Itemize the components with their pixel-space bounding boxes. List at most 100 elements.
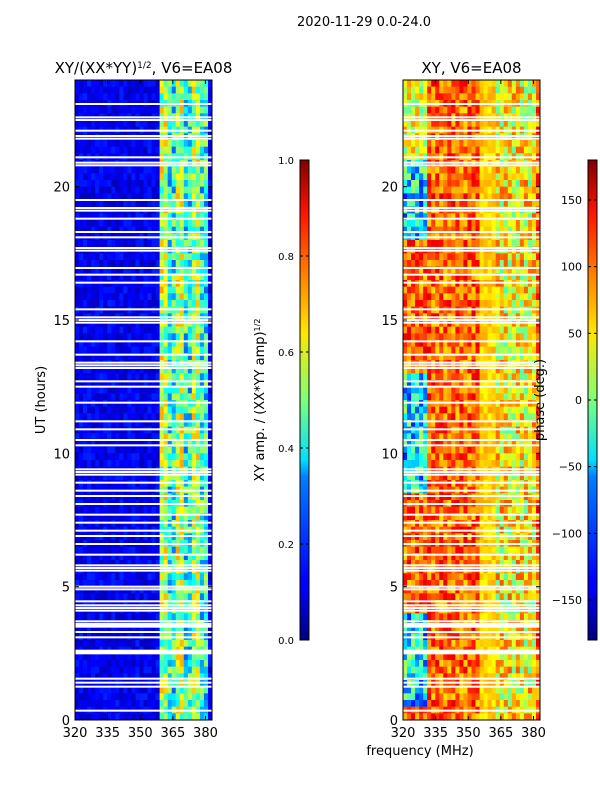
heatmap-cell	[103, 693, 108, 701]
heatmap-cell	[459, 380, 464, 388]
heatmap-cell	[99, 433, 104, 441]
heatmap-cell	[143, 220, 148, 228]
heatmap-cell	[155, 693, 161, 701]
heatmap-cell	[143, 413, 148, 421]
heatmap-cell	[99, 560, 104, 568]
heatmap-cell	[207, 226, 212, 234]
heatmap-cell	[207, 220, 212, 228]
heatmap-cell	[103, 513, 108, 521]
heatmap-cell	[115, 460, 120, 468]
heatmap-cell	[143, 373, 148, 381]
heatmap-cell	[199, 226, 205, 234]
heatmap-cell	[427, 186, 432, 194]
heatmap-cell	[163, 286, 169, 294]
heatmap-cell	[435, 193, 440, 201]
heatmap-cell	[207, 240, 212, 248]
heatmap-cell	[503, 340, 509, 348]
heatmap-cell	[119, 453, 124, 461]
heatmap-cell	[115, 213, 120, 221]
heatmap-cell	[75, 553, 80, 561]
heatmap-cell	[91, 460, 96, 468]
heatmap-cell	[407, 346, 412, 354]
heatmap-cell	[139, 613, 144, 621]
heatmap-cell	[87, 693, 92, 701]
heatmap-cell	[91, 300, 96, 308]
heatmap-cell	[107, 120, 112, 128]
heatmap-cell	[83, 600, 88, 608]
heatmap-cell	[511, 146, 517, 154]
heatmap-cell	[155, 166, 161, 174]
heatmap-cell	[203, 593, 209, 601]
heatmap-cell	[119, 326, 124, 334]
heatmap-cell	[403, 186, 408, 194]
heatmap-cell	[519, 253, 525, 261]
heatmap-cell	[103, 373, 108, 381]
heatmap-cell	[115, 513, 120, 521]
heatmap-cell	[91, 640, 96, 648]
heatmap-cell	[127, 413, 132, 421]
heatmap-cell	[155, 140, 161, 148]
heatmap-cell	[487, 80, 493, 88]
heatmap-cell	[431, 166, 436, 174]
heatmap-cell	[167, 240, 173, 248]
heatmap-cell	[411, 186, 416, 194]
heatmap-cell	[455, 333, 460, 341]
heatmap-cell	[467, 193, 472, 201]
heatmap-cell	[527, 226, 533, 234]
heatmap-cell	[87, 673, 92, 681]
heatmap-cell	[99, 393, 104, 401]
heatmap-cell	[187, 433, 193, 441]
heatmap-cell	[199, 420, 205, 428]
heatmap-cell	[435, 386, 440, 394]
heatmap-cell	[411, 106, 416, 114]
heatmap-cell	[419, 106, 424, 114]
heatmap-cell	[527, 340, 533, 348]
heatmap-cell	[95, 506, 100, 514]
heatmap-cell	[103, 433, 108, 441]
heatmap-cell	[195, 226, 201, 234]
heatmap-cell	[87, 186, 92, 194]
heatmap-cell	[187, 513, 193, 521]
heatmap-cell	[167, 253, 173, 261]
heatmap-cell	[411, 353, 416, 361]
heatmap-cell	[99, 506, 104, 514]
heatmap-cell	[139, 446, 144, 454]
heatmap-cell	[187, 580, 193, 588]
heatmap-cell	[471, 173, 476, 181]
heatmap-cell	[135, 340, 140, 348]
heatmap-cell	[203, 446, 209, 454]
heatmap-cell	[443, 346, 448, 354]
heatmap-cell	[523, 253, 529, 261]
heatmap-cell	[131, 666, 136, 674]
heatmap-cell	[487, 213, 493, 221]
heatmap-cell	[191, 673, 197, 681]
heatmap-cell	[187, 506, 193, 514]
data-gap-line	[75, 444, 212, 447]
heatmap-cell	[107, 513, 112, 521]
figure-suptitle: 2020-11-29 0.0-24.0	[297, 15, 431, 30]
heatmap-cell	[155, 200, 161, 208]
heatmap-cell	[503, 180, 509, 188]
heatmap-cell	[123, 173, 128, 181]
heatmap-cell	[439, 346, 444, 354]
heatmap-cell	[163, 626, 169, 634]
heatmap-cell	[131, 173, 136, 181]
heatmap-cell	[411, 140, 416, 148]
heatmap-cell	[75, 226, 80, 234]
heatmap-cell	[423, 386, 428, 394]
heatmap-cell	[207, 453, 212, 461]
heatmap-cell	[207, 613, 212, 621]
heatmap-cell	[451, 346, 456, 354]
heatmap-cell	[87, 266, 92, 274]
heatmap-cell	[491, 220, 497, 228]
heatmap-cell	[87, 640, 92, 648]
heatmap-cell	[471, 146, 476, 154]
heatmap-cell	[151, 560, 156, 568]
heatmap-cell	[415, 180, 420, 188]
heatmap-cell	[147, 626, 152, 634]
heatmap-cell	[95, 413, 100, 421]
heatmap-cell	[439, 353, 444, 361]
heatmap-cell	[127, 220, 132, 228]
heatmap-cell	[207, 186, 212, 194]
heatmap-cell	[179, 386, 185, 394]
